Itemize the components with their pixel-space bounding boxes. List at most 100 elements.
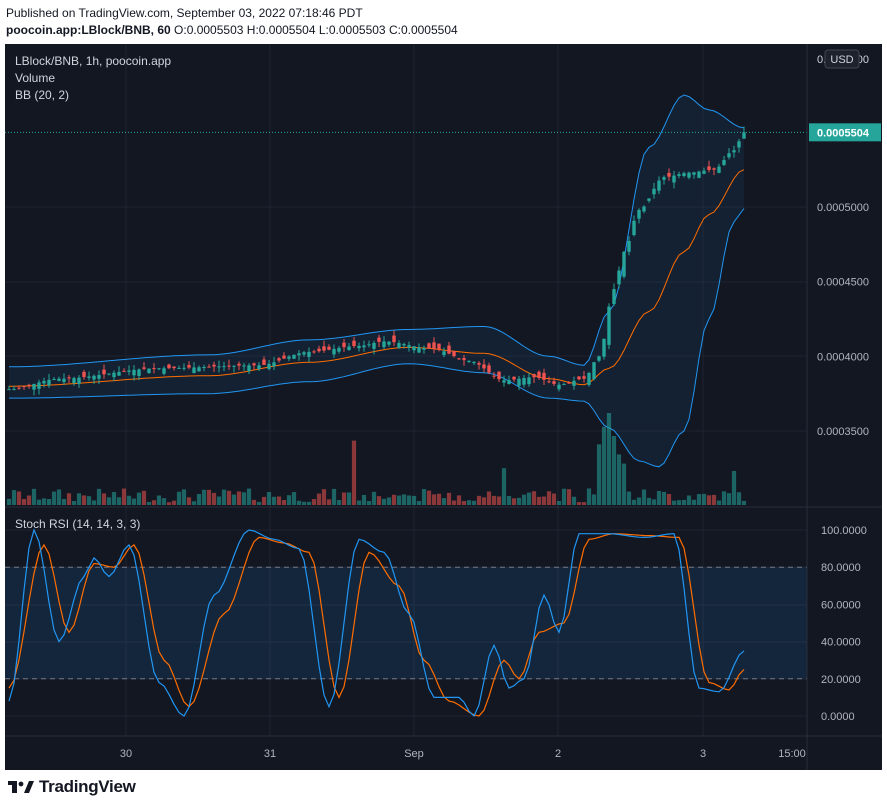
candle-body <box>102 369 106 375</box>
candle-body <box>597 356 601 361</box>
volume-bar <box>336 500 342 505</box>
volume-bar <box>361 494 367 505</box>
volume-bar <box>251 499 257 505</box>
candle-body <box>242 365 246 367</box>
volume-bar <box>226 490 232 505</box>
candle-body <box>27 384 31 386</box>
candle-body <box>642 206 646 212</box>
volume-bar <box>386 497 392 505</box>
volume-bar <box>41 498 47 505</box>
volume-bar <box>536 496 542 505</box>
volume-bar <box>476 495 482 505</box>
candle-body <box>182 367 186 369</box>
candle-body <box>617 270 621 285</box>
volume-bar <box>581 502 587 505</box>
time-label: 3 <box>700 748 706 760</box>
candle-body <box>152 368 156 370</box>
volume-bar <box>401 494 407 505</box>
candle-body <box>637 209 641 219</box>
volume-bar <box>726 493 732 505</box>
volume-bar <box>441 498 447 505</box>
candle-body <box>512 376 516 380</box>
symbol-legend: LBlock/BNB, 1h, poocoin.app <box>15 54 171 68</box>
volume-bar <box>591 494 597 505</box>
candle-body <box>552 381 556 384</box>
stoch-axis[interactable]: 100.0000 80.0000 60.0000 40.0000 20.0000… <box>821 525 867 723</box>
volume-legend: Volume <box>15 71 55 85</box>
volume-bar <box>661 491 667 505</box>
candle-body <box>427 343 431 349</box>
volume-bar <box>326 499 332 505</box>
candle-body <box>127 370 131 372</box>
footer: TradingView <box>0 770 887 804</box>
candle-body <box>332 348 336 355</box>
ohlc-open: O:0.0005503 <box>174 23 244 37</box>
volume-bar <box>491 495 497 505</box>
time-axis[interactable]: 30 31 Sep 2 3 15:00 <box>120 748 806 760</box>
candle-body <box>67 377 71 379</box>
volume-bar <box>271 496 277 505</box>
candle-body <box>652 188 656 195</box>
candle-body <box>352 340 356 347</box>
candle-body <box>497 371 501 380</box>
volume-bar <box>216 496 222 505</box>
volume-bar <box>546 491 552 505</box>
volume-bar <box>506 495 512 505</box>
candle-body <box>717 166 721 173</box>
volume-bar <box>486 491 492 505</box>
volume-bar <box>731 470 737 505</box>
volume-bar <box>466 500 472 505</box>
last-price-value: 0.0005504 <box>817 127 870 139</box>
candle-body <box>562 384 566 386</box>
tradingview-logo[interactable]: TradingView <box>8 777 136 797</box>
candle-body <box>437 343 441 350</box>
candle-body <box>607 306 611 345</box>
volume-bar <box>131 498 137 505</box>
candle-body <box>477 362 481 365</box>
volume-bar <box>671 500 677 505</box>
volume-bar <box>56 489 62 505</box>
volume-bar <box>411 495 417 505</box>
bollinger-upper <box>9 94 745 368</box>
chart-svg[interactable]: LBlock/BNB, 1h, poocoin.app Volume BB (2… <box>5 44 882 770</box>
candle-body <box>167 364 171 369</box>
price-tick: 0.0004000 <box>817 351 869 363</box>
candle-body <box>392 335 396 343</box>
volume-bar <box>71 500 77 505</box>
chart-area[interactable]: LBlock/BNB, 1h, poocoin.app Volume BB (2… <box>5 44 882 770</box>
volume-bar <box>51 491 57 505</box>
candle-body <box>667 172 671 177</box>
volume-bar <box>626 491 632 505</box>
candle-body <box>367 344 371 346</box>
candle-body <box>662 177 666 180</box>
currency-button[interactable] <box>824 49 860 69</box>
candle-body <box>52 379 56 381</box>
candle-body <box>622 251 626 277</box>
volume-bar <box>606 413 612 505</box>
price-axis[interactable]: 0.0006000 USD 0.0005000 0.0004500 0.0004… <box>809 49 881 438</box>
volume-bar <box>631 499 637 505</box>
volume-bar <box>306 501 312 505</box>
candle-body <box>442 351 446 356</box>
candle-body <box>522 378 526 385</box>
volume-bar <box>236 491 242 505</box>
candle-body <box>407 345 411 348</box>
candle-body <box>677 174 681 176</box>
volume-bar <box>106 497 112 505</box>
candle-body <box>317 348 321 352</box>
volume-bar <box>31 488 37 505</box>
volume-bar <box>206 489 212 505</box>
candle-body <box>57 378 61 381</box>
candle-body <box>347 346 351 351</box>
volume-bar <box>426 490 432 505</box>
volume-bar <box>351 440 357 505</box>
candle-body <box>402 344 406 346</box>
volume-bar <box>101 493 107 505</box>
volume-bars <box>6 413 747 505</box>
volume-bar <box>141 490 147 505</box>
volume-bar <box>81 495 87 505</box>
volume-bar <box>451 500 457 505</box>
volume-bar <box>61 498 67 505</box>
candle-body <box>42 380 46 384</box>
ohlc-low: L:0.0005503 <box>318 23 386 37</box>
